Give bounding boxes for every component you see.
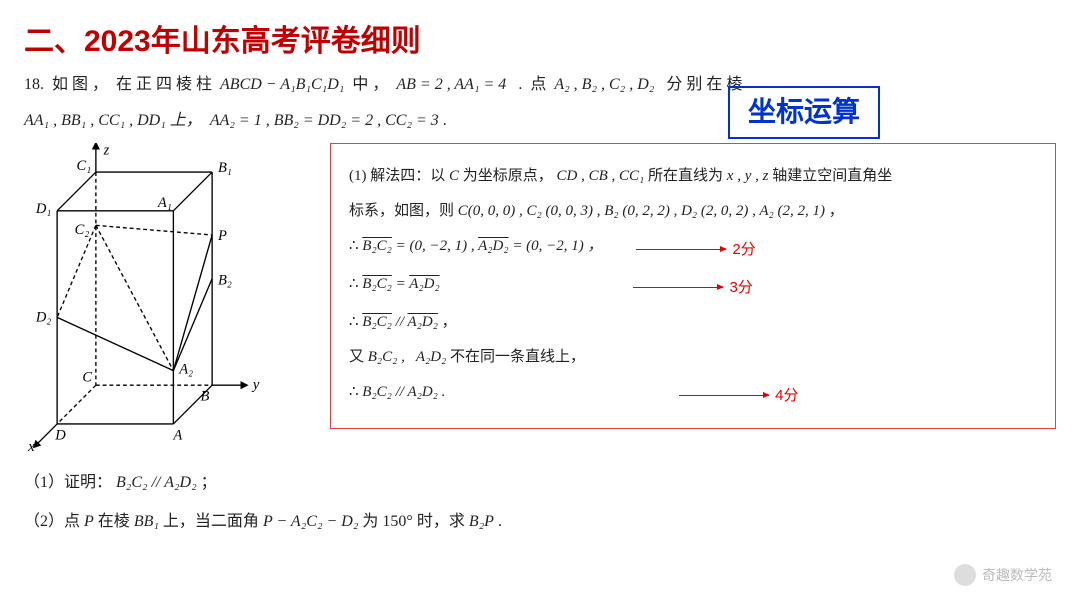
- svg-text:P: P: [217, 228, 227, 244]
- text: .: [443, 112, 447, 129]
- therefore: ∴: [349, 384, 362, 400]
- problem-line-1: 18. 如 图 ， 在 正 四 棱 柱 ABCD − A₁B₁C₁D₁ 中 ， …: [24, 72, 1056, 98]
- problem-line-2: AA₁ , BB₁ , CC₁ , DD₁ 上， AA₂ = 1 , BB₂ =…: [24, 108, 1056, 134]
- text: 轴建立空间直角坐: [772, 168, 892, 184]
- vector-b2c2: B₂C₂: [362, 276, 392, 292]
- svg-text:D: D: [54, 428, 66, 444]
- svg-text:z: z: [103, 143, 110, 159]
- score-label: 4分: [775, 379, 798, 412]
- svg-text:A₁: A₁: [157, 195, 172, 211]
- text: 所在直线为: [648, 168, 727, 184]
- text: 上，当二面角: [163, 513, 263, 530]
- equals: =: [396, 276, 410, 292]
- watermark-text: 奇趣数学苑: [982, 564, 1052, 586]
- subquestion-2: （2）点 P 在棱 BB₁ 上，当二面角 P − A₂C₂ − D₂ 为 150…: [24, 509, 1056, 535]
- conclusion: B₂C₂ // A₂D₂ .: [362, 384, 445, 400]
- text: = (0, −2, 1) ，: [512, 238, 602, 254]
- text: . 点: [510, 76, 554, 93]
- points: A₂ , B₂ , C₂ , D₂: [554, 76, 654, 93]
- text: ；: [201, 474, 217, 491]
- solution-line: 标系，如图，则 C(0, 0, 0) , C₂ (0, 0, 3) , B₂ (…: [349, 195, 1037, 228]
- text: （2）点: [24, 513, 84, 530]
- text: 如 图 ， 在 正 四 棱 柱: [48, 76, 220, 93]
- svg-text:A: A: [172, 428, 182, 444]
- text: （1）证明：: [24, 474, 112, 491]
- vector-a2d2: A₂D₂: [407, 314, 437, 330]
- parallel: //: [396, 314, 408, 330]
- therefore: ∴: [349, 314, 362, 330]
- score-4: 4分: [679, 379, 798, 412]
- condition-1: AB = 2 , AA₁ = 4: [396, 76, 506, 93]
- subquestion-1: （1）证明： B₂C₂ // A₂D₂ ；: [24, 470, 324, 496]
- vector-b2c2: B₂C₂: [362, 314, 392, 330]
- text: 又: [349, 349, 368, 365]
- score-2: 2分: [636, 233, 755, 266]
- solution-line: ∴ B₂C₂ // A₂D₂ ，: [349, 306, 1037, 339]
- dihedral: P − A₂C₂ − D₂: [263, 513, 358, 530]
- solution-box: (1) 解法四：以 C 为坐标原点， CD , CB , CC₁ 所在直线为 x…: [330, 143, 1056, 429]
- score-label: 3分: [729, 271, 752, 304]
- svg-text:x: x: [27, 439, 35, 453]
- arrow-icon: [633, 287, 723, 288]
- svg-text:C: C: [82, 370, 92, 386]
- question-number: 18.: [24, 76, 44, 93]
- svg-text:C₂: C₂: [75, 222, 90, 238]
- watermark-icon: [954, 564, 976, 586]
- therefore: ∴: [349, 276, 362, 292]
- therefore: ∴: [349, 238, 362, 254]
- section-title: 二、2023年山东高考评卷细则: [24, 18, 1056, 66]
- prism-diagram: z y x C₁ B₁ D₁ A₁ C₂ P B₂ D₂ A₂ C B D A: [24, 143, 284, 453]
- vector-b2c2: B₂C₂: [362, 238, 392, 254]
- solution-line: 又 B₂C₂ , A₂D₂ 不在同一条直线上，: [349, 341, 1037, 374]
- text: 标系，如图，则: [349, 203, 458, 219]
- solution-line: ∴ B₂C₂ // A₂D₂ . 4分: [349, 376, 1037, 412]
- solution-line: ∴ B₂C₂ = A₂D₂ 3分: [349, 268, 1037, 304]
- svg-text:B: B: [201, 389, 210, 405]
- svg-text:y: y: [251, 377, 260, 393]
- score-label: 2分: [732, 233, 755, 266]
- b2p: B₂P: [469, 513, 494, 530]
- text: .: [498, 513, 502, 530]
- svg-text:C₁: C₁: [77, 158, 92, 174]
- parallel-claim: B₂C₂ // A₂D₂: [116, 474, 197, 491]
- point-p: P: [84, 513, 94, 530]
- svg-text:B₁: B₁: [218, 160, 232, 176]
- solution-line: (1) 解法四：以 C 为坐标原点， CD , CB , CC₁ 所在直线为 x…: [349, 160, 1037, 193]
- edges: AA₁ , BB₁ , CC₁ , DD₁ 上，: [24, 112, 210, 129]
- text: 为坐标原点，: [463, 168, 553, 184]
- svg-text:B₂: B₂: [218, 273, 232, 289]
- text: 为 150° 时，求: [362, 513, 468, 530]
- origin: C: [449, 168, 459, 184]
- segments: B₂C₂ , A₂D₂: [368, 349, 447, 365]
- vector-a2d2: A₂D₂: [409, 276, 439, 292]
- vector-a2d2: A₂D₂: [478, 238, 508, 254]
- text: = (0, −2, 1) ,: [396, 238, 478, 254]
- text: ，: [442, 314, 457, 330]
- solution-line: ∴ B₂C₂ = (0, −2, 1) , A₂D₂ = (0, −2, 1) …: [349, 230, 1037, 266]
- svg-text:D₂: D₂: [35, 309, 52, 325]
- arrow-icon: [679, 395, 769, 396]
- prism-name: ABCD − A₁B₁C₁D₁: [220, 76, 344, 93]
- text: 在棱: [98, 513, 134, 530]
- watermark: 奇趣数学苑: [954, 564, 1052, 586]
- edge-bb1: BB₁: [134, 513, 159, 530]
- text: ，: [829, 203, 844, 219]
- arrow-icon: [636, 249, 726, 250]
- text: 中 ，: [348, 76, 396, 93]
- axes-lines: CD , CB , CC₁: [557, 168, 645, 184]
- method-badge: 坐标运算: [728, 86, 880, 139]
- score-3: 3分: [633, 271, 752, 304]
- text: (1) 解法四：以: [349, 168, 449, 184]
- svg-text:A₂: A₂: [178, 362, 193, 378]
- text: 不在同一条直线上，: [450, 349, 585, 365]
- svg-text:D₁: D₁: [35, 201, 52, 217]
- condition-2: AA₂ = 1 , BB₂ = DD₂ = 2 , CC₂ = 3: [210, 112, 439, 129]
- xyz: x , y , z: [727, 168, 769, 184]
- left-column: z y x C₁ B₁ D₁ A₁ C₂ P B₂ D₂ A₂ C B D A …: [24, 143, 324, 495]
- coords: C(0, 0, 0) , C₂ (0, 0, 3) , B₂ (0, 2, 2)…: [458, 203, 825, 219]
